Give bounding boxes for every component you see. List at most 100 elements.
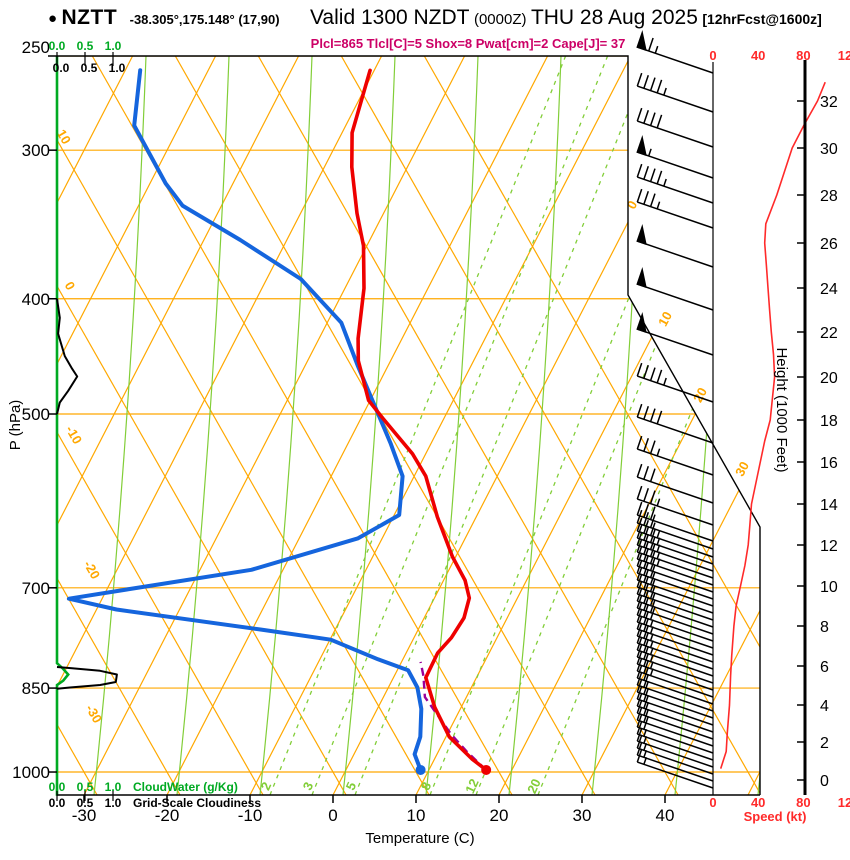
moist-adiabat-line bbox=[591, 56, 645, 795]
svg-text:8: 8 bbox=[820, 619, 829, 636]
dry-adiabat-line bbox=[57, 56, 181, 795]
cloudiness-profile bbox=[56, 298, 79, 415]
wind-barb bbox=[636, 463, 714, 504]
svg-text:0.0: 0.0 bbox=[49, 780, 66, 794]
forecast-tag: [12hrFcst@1600z] bbox=[702, 11, 822, 27]
mixing-ratio-line bbox=[311, 56, 609, 795]
svg-text:0.5: 0.5 bbox=[77, 796, 94, 810]
cloudwater-profile bbox=[55, 56, 70, 796]
wind-barb bbox=[636, 692, 714, 733]
dry-adiabat-line bbox=[257, 56, 679, 795]
svg-text:28: 28 bbox=[820, 188, 838, 205]
temperature-axis: -30 -20 -10 0 10 20 30 40 Temperature (C) bbox=[72, 795, 674, 847]
wind-barb bbox=[636, 664, 714, 705]
svg-text:850: 850 bbox=[22, 679, 50, 698]
svg-text:20: 20 bbox=[490, 806, 509, 825]
svg-text:0: 0 bbox=[62, 279, 79, 293]
svg-text:10: 10 bbox=[655, 309, 675, 329]
svg-text:-10: -10 bbox=[63, 423, 85, 447]
wind-barb bbox=[636, 485, 714, 526]
moist-adiabat-line bbox=[674, 56, 728, 795]
temperature-axis-title: Temperature (C) bbox=[365, 830, 474, 847]
wind-barb bbox=[636, 559, 714, 600]
svg-text:300: 300 bbox=[22, 141, 50, 160]
wind-barb bbox=[636, 188, 714, 229]
mixing-ratio-line bbox=[354, 56, 652, 795]
wind-barb bbox=[636, 671, 714, 712]
moist-adiabat-line bbox=[508, 56, 562, 795]
svg-text:12: 12 bbox=[462, 776, 482, 795]
wind-barb bbox=[636, 685, 714, 726]
svg-text:500: 500 bbox=[22, 405, 50, 424]
surface-temperature-marker bbox=[481, 764, 492, 775]
wind-barb bbox=[636, 72, 714, 113]
dry-adiabat-line bbox=[423, 56, 760, 795]
svg-text:0.0: 0.0 bbox=[49, 39, 66, 53]
plot-border bbox=[57, 55, 761, 795]
isotherm-line bbox=[57, 56, 217, 795]
wind-barb bbox=[636, 629, 714, 670]
wind-barb bbox=[636, 531, 714, 572]
wind-barb bbox=[636, 362, 714, 403]
wind-barb bbox=[636, 741, 714, 782]
wind-barb bbox=[636, 509, 714, 550]
speed-axis-labels: 0040408080120120Speed (kt) bbox=[709, 48, 850, 824]
svg-text:16: 16 bbox=[820, 455, 838, 472]
svg-text:22: 22 bbox=[820, 325, 838, 342]
svg-text:-10: -10 bbox=[238, 806, 263, 825]
sounding-indices: Plcl=865 Tlcl[C]=5 Shox=8 Pwat[cm]=2 Cap… bbox=[310, 36, 626, 51]
svg-text:120: 120 bbox=[838, 795, 850, 810]
wind-barb bbox=[636, 266, 714, 311]
wind-barb bbox=[636, 552, 714, 593]
station-id: NZTT bbox=[61, 6, 118, 29]
moist-adiabat-line bbox=[425, 56, 479, 795]
svg-text:3: 3 bbox=[300, 780, 317, 793]
svg-text:0.5: 0.5 bbox=[77, 780, 94, 794]
wind-barb bbox=[636, 517, 714, 558]
valid-zulu: (0000Z) bbox=[473, 11, 527, 28]
mixing-ratio-labels: 2 3 5 8 12 20 bbox=[258, 776, 544, 795]
wind-barb bbox=[636, 608, 714, 649]
wind-barb bbox=[636, 643, 714, 684]
moist-adiabat-line bbox=[176, 56, 230, 795]
svg-text:2: 2 bbox=[820, 735, 829, 752]
dewpoint-curve bbox=[66, 68, 424, 772]
wind-barb bbox=[636, 720, 714, 761]
cloud-scales: 0.0 0.0 0.0 0.0 0.5 0.5 0.5 0.5 1.0 1.0 1.0 1.0 Clou… bbox=[49, 39, 262, 810]
wind-barb bbox=[636, 163, 714, 204]
svg-text:18: 18 bbox=[820, 413, 838, 430]
isotherm-line bbox=[166, 56, 549, 795]
svg-text:40: 40 bbox=[751, 48, 765, 63]
wind-barb bbox=[636, 727, 714, 768]
wind-barb bbox=[636, 223, 714, 268]
svg-text:5: 5 bbox=[343, 780, 360, 793]
cloudiness-scale-label: Grid-Scale Cloudiness bbox=[133, 796, 261, 810]
svg-text:32: 32 bbox=[820, 94, 838, 111]
dry-adiabat-line bbox=[340, 56, 760, 795]
wind-barb bbox=[636, 501, 714, 542]
wind-speed-curve bbox=[719, 81, 826, 769]
wind-barb bbox=[636, 657, 714, 698]
wind-barb bbox=[636, 706, 714, 747]
cloudwater-scale-label: CloudWater (g/Kg) bbox=[133, 780, 238, 794]
svg-text:1.0: 1.0 bbox=[109, 61, 126, 75]
svg-text:0.5: 0.5 bbox=[81, 61, 98, 75]
svg-text:0.0: 0.0 bbox=[53, 61, 70, 75]
speed-axis-title: Speed (kt) bbox=[744, 809, 807, 824]
wind-barb bbox=[636, 538, 714, 579]
svg-text:14: 14 bbox=[820, 497, 838, 514]
wind-barb bbox=[636, 594, 714, 635]
svg-text:40: 40 bbox=[751, 795, 765, 810]
svg-text:24: 24 bbox=[820, 281, 838, 298]
surface-dewpoint-marker bbox=[415, 764, 426, 775]
dry-adiabat-line bbox=[57, 56, 264, 795]
wind-barb bbox=[636, 636, 714, 677]
mixing-ratio-line bbox=[269, 56, 567, 795]
svg-text:10: 10 bbox=[820, 579, 838, 596]
dry-adiabat-line bbox=[57, 56, 347, 795]
svg-text:1.0: 1.0 bbox=[105, 796, 122, 810]
height-axis-title: Height (1000 Feet) bbox=[773, 347, 790, 472]
pressure-axis: 250 300 400 500 700 850 1000 P (hPa) bbox=[7, 38, 57, 782]
isotherm-line bbox=[664, 56, 760, 795]
svg-text:8: 8 bbox=[418, 780, 435, 793]
